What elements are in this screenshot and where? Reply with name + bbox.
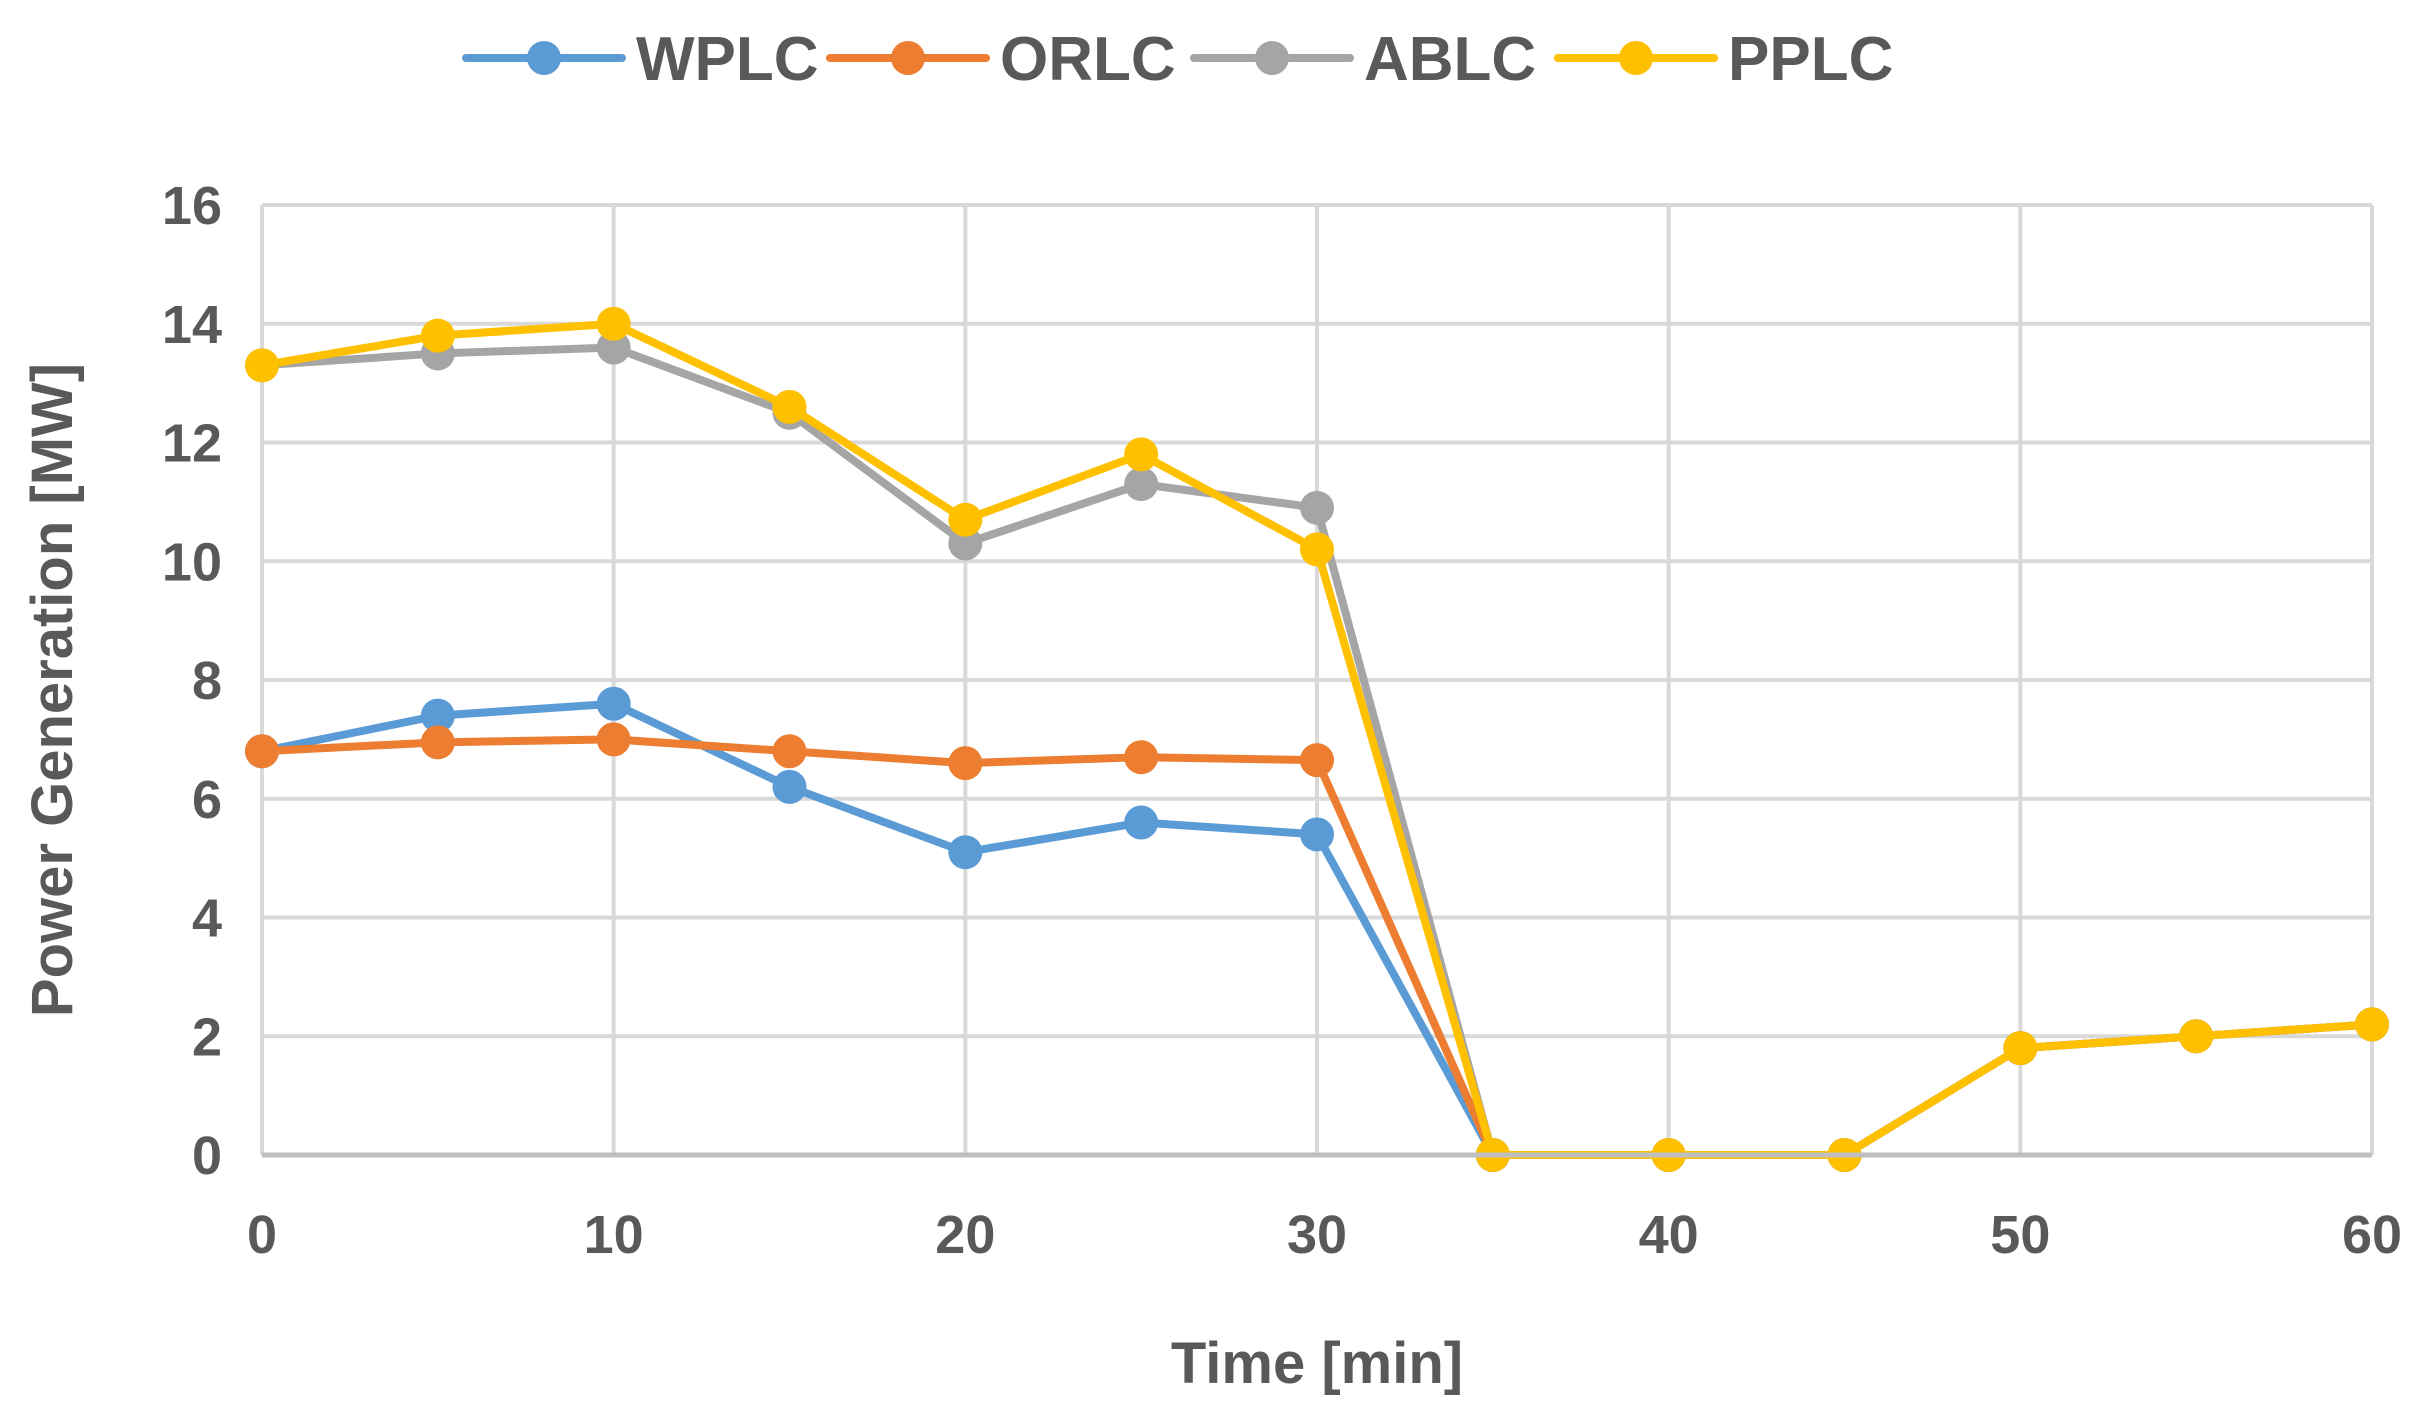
legend-marker [1619,41,1653,75]
data-point-pplc [2355,1007,2389,1042]
series-pplc [245,306,2389,1172]
data-point-pplc [596,306,631,341]
data-point-orlc [772,734,807,769]
legend-item-orlc: ORLC [826,25,1176,94]
x-axis-title: Time [min] [1171,1331,1463,1396]
data-point-pplc [245,348,279,383]
axes: 0 2 4 6 8 10 12 14 16 0 10 20 30 40 50 60 [162,176,2402,1265]
legend-marker [527,41,561,75]
data-point-pplc [772,389,807,424]
y-tick-label: 12 [162,414,222,474]
data-point-orlc [1124,740,1159,775]
legend-label: PPLC [1728,25,1893,94]
legend-item-wplc: WPLC [462,25,819,94]
data-point-orlc [1300,743,1334,778]
series-lines [245,306,2389,1172]
y-tick-label: 8 [192,651,222,711]
data-point-orlc [420,725,455,760]
y-tick-label: 16 [162,176,222,236]
data-point-pplc [1300,532,1334,567]
x-tick-label: 30 [1287,1205,1347,1265]
y-tick-label: 4 [192,889,222,949]
y-tick-label: 6 [192,770,222,830]
data-point-pplc [420,318,455,353]
legend-item-ablc: ABLC [1190,25,1536,94]
data-point-wplc [772,769,807,804]
x-tick-label: 40 [1639,1205,1699,1265]
legend-label: ABLC [1364,25,1536,94]
y-tick-label: 14 [162,295,222,355]
x-tick-label: 60 [2342,1205,2402,1265]
data-point-wplc [1124,805,1159,840]
data-point-pplc [2179,1019,2214,1054]
data-point-wplc [948,835,983,870]
data-point-orlc [596,722,631,757]
data-point-wplc [1300,817,1334,852]
data-point-wplc [596,686,631,721]
y-tick-label: 10 [162,532,222,592]
y-tick-label: 2 [192,1007,222,1067]
data-point-ablc [1124,467,1159,502]
legend-marker [1255,41,1289,75]
x-tick-label: 20 [935,1205,995,1265]
legend-label: ORLC [1000,25,1176,94]
data-point-wplc [420,698,455,733]
legend-label: WPLC [636,25,819,94]
x-tick-label: 0 [247,1205,277,1265]
legend-item-pplc: PPLC [1554,25,1893,94]
x-tick-label: 10 [584,1205,644,1265]
data-point-orlc [948,746,983,781]
data-point-ablc [1300,490,1334,525]
y-axis-title: Power Generation [MW] [20,363,85,1017]
data-point-ablc [596,330,631,365]
legend-marker [891,41,925,75]
x-tick-label: 50 [1990,1205,2050,1265]
y-tick-label: 0 [192,1126,222,1186]
data-point-ablc [948,526,983,561]
data-point-pplc [2003,1031,2038,1066]
data-point-pplc [948,502,983,537]
legend: WPLC ORLC ABLC PPLC [462,25,1893,94]
data-point-orlc [245,734,279,769]
data-point-pplc [1124,437,1159,472]
